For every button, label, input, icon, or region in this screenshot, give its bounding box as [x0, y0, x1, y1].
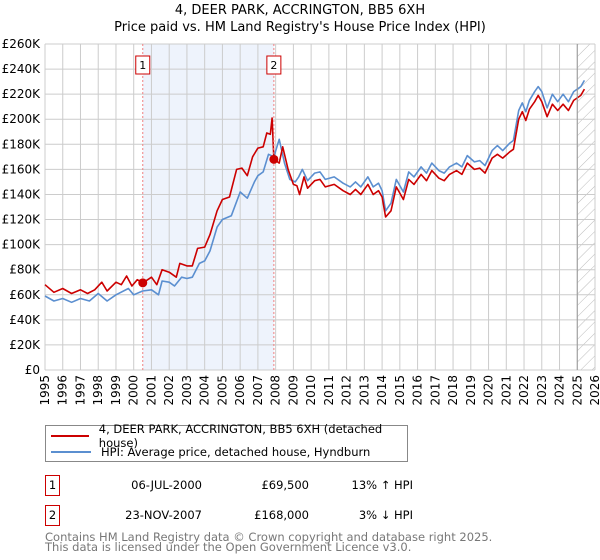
footer-copyright: Contains HM Land Registry data © Crown c…	[45, 530, 493, 544]
x-tick-label: 2011	[322, 375, 336, 406]
y-tick-label: £60K	[9, 288, 41, 302]
legend-swatch-blue	[51, 451, 91, 453]
transaction-date: 23-NOV-2007	[125, 508, 202, 522]
legend-item-property: 4, DEER PARK, ACCRINGTON, BB5 6XH (detac…	[51, 422, 407, 450]
transaction-date: 06-JUL-2000	[131, 478, 202, 492]
x-tick-label: 1998	[91, 375, 105, 406]
y-tick-label: £80K	[9, 263, 41, 277]
x-tick-label: 1997	[73, 375, 87, 406]
x-tick-label: 1999	[109, 375, 123, 406]
y-tick-label: £140K	[2, 187, 42, 201]
sale-label: 2	[270, 59, 277, 72]
x-tick-label: 1996	[56, 375, 70, 406]
x-tick-label: 2020	[482, 375, 496, 406]
chart-legend: 4, DEER PARK, ACCRINGTON, BB5 6XH (detac…	[45, 422, 408, 462]
y-tick-label: £180K	[2, 137, 42, 151]
y-tick-label: £120K	[2, 213, 42, 227]
chart-subtitle: Price paid vs. HM Land Registry's House …	[114, 20, 486, 35]
sale-point	[269, 154, 279, 164]
x-tick-label: 2022	[517, 375, 531, 406]
x-tick-label: 2004	[198, 375, 212, 406]
x-tick-label: 2009	[286, 375, 300, 406]
transaction-hpi-diff: 13% ↑ HPI	[351, 478, 413, 492]
y-tick-label: £200K	[2, 112, 42, 126]
transaction-number: 2	[45, 505, 60, 526]
sale-label-box	[266, 55, 282, 75]
x-tick-label: 2006	[233, 375, 247, 406]
x-tick-label: 2023	[535, 375, 549, 406]
ownership-period-shade	[142, 44, 274, 370]
x-tick-label: 2000	[127, 375, 141, 406]
x-tick-label: 2003	[180, 375, 194, 406]
transaction-row: 2 23-NOV-2007 £168,000 3% ↓ HPI	[45, 505, 600, 526]
x-tick-label: 2013	[357, 375, 371, 406]
chart-title: 4, DEER PARK, ACCRINGTON, BB5 6XH	[174, 3, 426, 18]
x-tick-label: 2021	[499, 375, 513, 406]
transaction-price: £168,000	[254, 508, 309, 522]
y-tick-label: £0	[25, 363, 40, 377]
legend-label-property: 4, DEER PARK, ACCRINGTON, BB5 6XH (detac…	[98, 422, 383, 450]
x-tick-label: 2002	[162, 375, 176, 406]
transaction-hpi-diff: 3% ↓ HPI	[358, 508, 413, 522]
legend-swatch-red	[51, 435, 89, 437]
x-tick-label: 2017	[428, 375, 442, 406]
legend-item-hpi: HPI: Average price, detached house, Hynd…	[51, 444, 370, 460]
x-tick-label: 2026	[588, 375, 600, 406]
sale-point	[138, 278, 148, 288]
x-tick-label: 2012	[340, 375, 354, 406]
y-tick-label: £100K	[2, 238, 42, 252]
x-tick-label: 2018	[446, 375, 460, 406]
transaction-price: £69,500	[261, 478, 309, 492]
property-price-line	[44, 88, 586, 295]
price-chart: 1 2 £0 £20K £40K £60K £80K £100K £120K £140K £160K…	[2, 37, 600, 406]
y-tick-label: £20K	[9, 338, 41, 352]
x-tick-label: 2005	[215, 375, 229, 406]
x-tick-label: 2016	[411, 375, 425, 406]
y-tick-label: £240K	[2, 62, 42, 76]
y-tick-label: £160K	[2, 162, 42, 176]
transaction-number: 1	[45, 475, 60, 496]
x-tick-label: 2019	[464, 375, 478, 406]
sale-label-box	[135, 55, 151, 75]
x-tick-label: 2025	[570, 375, 584, 406]
legend-label-hpi: HPI: Average price, detached house, Hynd…	[101, 445, 371, 459]
x-tick-label: 2014	[375, 375, 389, 406]
footer-licence: This data is licensed under the Open Gov…	[45, 540, 412, 554]
x-tick-label: 2024	[553, 375, 567, 406]
x-tick-label: 2001	[144, 375, 158, 406]
x-tick-label: 1995	[38, 375, 52, 406]
transaction-row: 1 06-JUL-2000 £69,500 13% ↑ HPI	[45, 475, 600, 496]
x-tick-label: 2008	[269, 375, 283, 406]
future-hatch	[577, 44, 595, 370]
x-tick-label: 2015	[393, 375, 407, 406]
y-tick-label: £220K	[2, 87, 42, 101]
y-tick-label: £40K	[9, 313, 41, 327]
hpi-line	[44, 79, 586, 304]
x-tick-label: 2007	[251, 375, 265, 406]
x-tick-label: 2010	[304, 375, 318, 406]
y-tick-label: £260K	[2, 37, 42, 51]
sale-label: 1	[139, 59, 146, 72]
